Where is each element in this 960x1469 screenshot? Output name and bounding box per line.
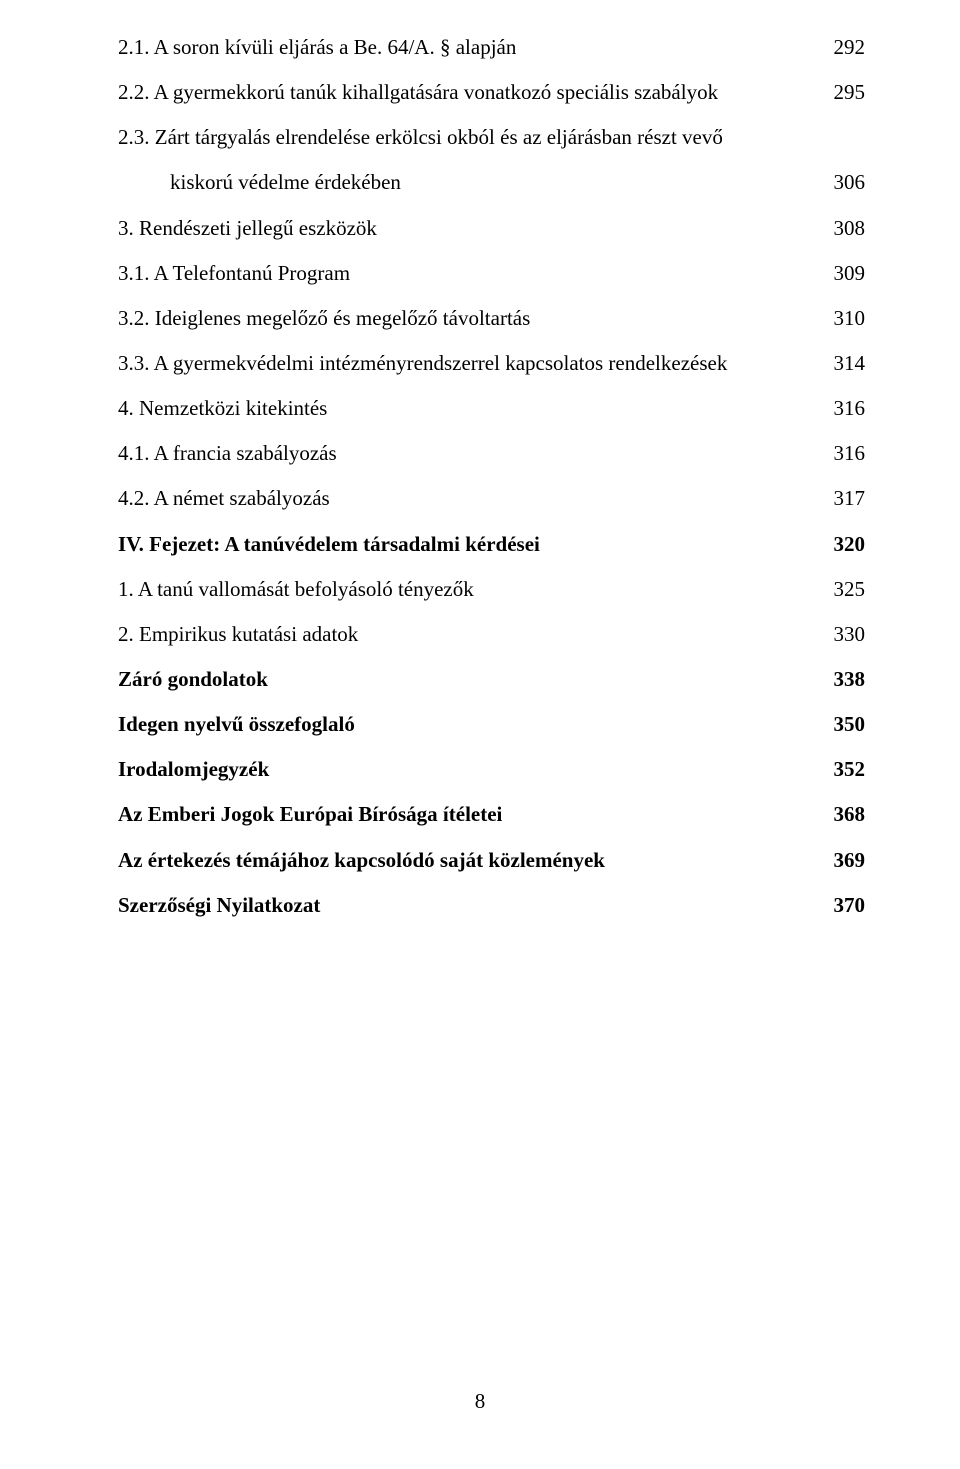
toc-entry-page: 370 [815, 883, 865, 928]
page-number: 8 [0, 1389, 960, 1414]
toc-entry: 4.1. A francia szabályozás316 [118, 431, 865, 476]
toc-entry: Az Emberi Jogok Európai Bírósága ítélete… [118, 792, 865, 837]
toc-entry-page: 338 [815, 657, 865, 702]
toc-entry-text: 3.2. Ideiglenes megelőző és megelőző táv… [118, 296, 815, 341]
toc-entry-text: 2.3. Zárt tárgyalás elrendelése erkölcsi… [118, 115, 815, 160]
toc-entry-page: 292 [815, 25, 865, 70]
toc-entry: Irodalomjegyzék352 [118, 747, 865, 792]
toc-entry-page: 310 [815, 296, 865, 341]
toc-entry: 4. Nemzetközi kitekintés316 [118, 386, 865, 431]
toc-entry-text: Idegen nyelvű összefoglaló [118, 702, 815, 747]
table-of-contents: 2.1. A soron kívüli eljárás a Be. 64/A. … [118, 25, 865, 928]
toc-entry: Idegen nyelvű összefoglaló350 [118, 702, 865, 747]
toc-entry: 4.2. A német szabályozás317 [118, 476, 865, 521]
toc-entry-text: 4.2. A német szabályozás [118, 476, 815, 521]
toc-entry: 2.3. Zárt tárgyalás elrendelése erkölcsi… [118, 115, 865, 160]
toc-entry-page: 369 [815, 838, 865, 883]
toc-entry-text: Az Emberi Jogok Európai Bírósága ítélete… [118, 792, 815, 837]
toc-entry-text: 2.1. A soron kívüli eljárás a Be. 64/A. … [118, 25, 815, 70]
toc-entry-page: 308 [815, 206, 865, 251]
toc-entry-text: 3.3. A gyermekvédelmi intézményrendszerr… [118, 341, 815, 386]
toc-entry: 2.2. A gyermekkorú tanúk kihallgatására … [118, 70, 865, 115]
toc-entry: 1. A tanú vallomását befolyásoló tényező… [118, 567, 865, 612]
toc-entry-text: Irodalomjegyzék [118, 747, 815, 792]
toc-entry-page: 316 [815, 431, 865, 476]
toc-entry-page: 350 [815, 702, 865, 747]
toc-entry: 3.1. A Telefontanú Program309 [118, 251, 865, 296]
toc-entry-page: 316 [815, 386, 865, 431]
toc-entry-text: Szerzőségi Nyilatkozat [118, 883, 815, 928]
toc-entry-page: 295 [815, 70, 865, 115]
toc-entry-page: 314 [815, 341, 865, 386]
toc-entry: IV. Fejezet: A tanúvédelem társadalmi ké… [118, 522, 865, 567]
toc-entry-page: 306 [815, 160, 865, 205]
toc-entry-text: kiskorú védelme érdekében [170, 160, 815, 205]
toc-entry-page: 309 [815, 251, 865, 296]
toc-entry: 2. Empirikus kutatási adatok330 [118, 612, 865, 657]
toc-entry: Záró gondolatok338 [118, 657, 865, 702]
toc-entry: 3.3. A gyermekvédelmi intézményrendszerr… [118, 341, 865, 386]
toc-entry: 2.1. A soron kívüli eljárás a Be. 64/A. … [118, 25, 865, 70]
toc-entry-page: 330 [815, 612, 865, 657]
toc-entry-text: 4. Nemzetközi kitekintés [118, 386, 815, 431]
toc-entry-page: 325 [815, 567, 865, 612]
toc-entry-page: 368 [815, 792, 865, 837]
toc-entry-page: 317 [815, 476, 865, 521]
toc-entry-text: 1. A tanú vallomását befolyásoló tényező… [118, 567, 815, 612]
toc-entry-text: 3. Rendészeti jellegű eszközök [118, 206, 815, 251]
toc-entry: 3.2. Ideiglenes megelőző és megelőző táv… [118, 296, 865, 341]
toc-entry-text: Záró gondolatok [118, 657, 815, 702]
toc-entry-page: 352 [815, 747, 865, 792]
toc-entry-page: 320 [815, 522, 865, 567]
toc-entry-text: 2.2. A gyermekkorú tanúk kihallgatására … [118, 70, 815, 115]
toc-entry-text: 4.1. A francia szabályozás [118, 431, 815, 476]
toc-entry-text: IV. Fejezet: A tanúvédelem társadalmi ké… [118, 522, 815, 567]
toc-entry: 3. Rendészeti jellegű eszközök308 [118, 206, 865, 251]
toc-entry-text: Az értekezés témájához kapcsolódó saját … [118, 838, 815, 883]
toc-entry: Az értekezés témájához kapcsolódó saját … [118, 838, 865, 883]
toc-entry: Szerzőségi Nyilatkozat370 [118, 883, 865, 928]
toc-entry: kiskorú védelme érdekében306 [118, 160, 865, 205]
toc-entry-text: 2. Empirikus kutatási adatok [118, 612, 815, 657]
toc-entry-text: 3.1. A Telefontanú Program [118, 251, 815, 296]
